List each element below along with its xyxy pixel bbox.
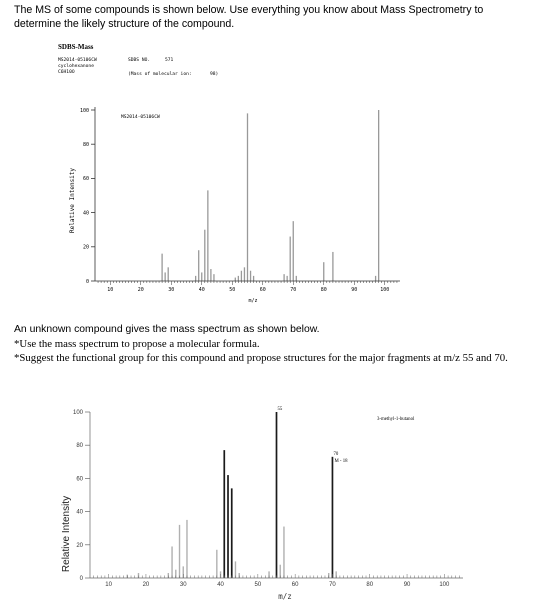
molecular-ion-value: 98) (210, 71, 218, 77)
x-tick-label: 80 (366, 582, 373, 588)
x-tick-label: 80 (321, 287, 327, 293)
peak-annotation: 55 (278, 407, 283, 412)
x-tick-label: 90 (404, 582, 411, 588)
x-tick-label: 90 (351, 287, 357, 293)
unknown-compound-spectrum-chart: Relative Intensity 3-methyl-1-butanol 0 2… (61, 407, 463, 601)
y-tick-label: 20 (76, 543, 83, 549)
x-tick-label: 50 (255, 582, 262, 588)
x-tick-label: 100 (439, 582, 450, 588)
x-axis-label: m/z (278, 592, 292, 601)
x-tick-label: 40 (217, 582, 224, 588)
y-tick-label: 40 (83, 210, 89, 216)
y-tick-label: 20 (83, 245, 89, 251)
y-tick-label: 60 (76, 476, 83, 482)
x-tick-label: 20 (138, 287, 144, 293)
x-tick-label: 30 (180, 582, 187, 588)
y-tick-label: 100 (80, 108, 89, 114)
sdbs-no-value: 571 (165, 57, 174, 63)
question-line-1: An unknown compound gives the mass spect… (14, 324, 320, 335)
compound-id: MS2014-05106CW (58, 57, 97, 63)
plot-label: MS2014-05106CW (121, 114, 160, 120)
x-tick-label: 70 (329, 582, 336, 588)
y-tick-label: 40 (76, 510, 83, 516)
intro-text: The MS of some compounds is shown below.… (14, 4, 484, 30)
x-tick-label: 40 (199, 287, 205, 293)
x-axis-label: m/z (248, 298, 257, 304)
compound-title: 3-methyl-1-butanol (377, 417, 415, 422)
x-tick-label: 50 (229, 287, 235, 293)
sdbs-mass-spectrum-chart: SDBS-Mass MS2014-05106CW cyclohexanone C… (58, 43, 400, 304)
y-tick-label: 0 (80, 576, 84, 582)
question-line-2: *Use the mass spectrum to propose a mole… (14, 338, 260, 350)
y-tick-label: 0 (86, 279, 89, 285)
y-tick-label: 80 (76, 443, 83, 449)
peak-annotation: 70 (333, 452, 338, 457)
y-axis-label: Relative Intensity (69, 168, 76, 233)
x-tick-label: 70 (290, 287, 296, 293)
molecular-ion-label: (Mass of molecular ion: (128, 71, 192, 77)
x-tick-label: 20 (143, 582, 150, 588)
x-tick-label: 30 (168, 287, 174, 293)
x-tick-label: 60 (260, 287, 266, 293)
question-line-3: *Suggest the functional group for this c… (14, 352, 508, 364)
x-tick-label: 10 (105, 582, 112, 588)
sdbs-no-label: SDBS NO. (128, 57, 150, 63)
compound-formula: C6H10O (58, 69, 75, 75)
compound-name: cyclohexanone (58, 63, 94, 69)
question-block: An unknown compound gives the mass spect… (14, 323, 524, 365)
y-tick-label: 60 (83, 176, 89, 182)
peak-annotation-subtext: M - 18 (334, 459, 348, 464)
x-tick-label: 60 (292, 582, 299, 588)
x-tick-label: 10 (107, 287, 113, 293)
y-axis-label: Relative Intensity (61, 496, 72, 572)
x-tick-label: 100 (380, 287, 389, 293)
y-tick-label: 100 (73, 410, 84, 416)
y-tick-label: 80 (83, 142, 89, 148)
sdbs-title: SDBS-Mass (58, 43, 94, 51)
